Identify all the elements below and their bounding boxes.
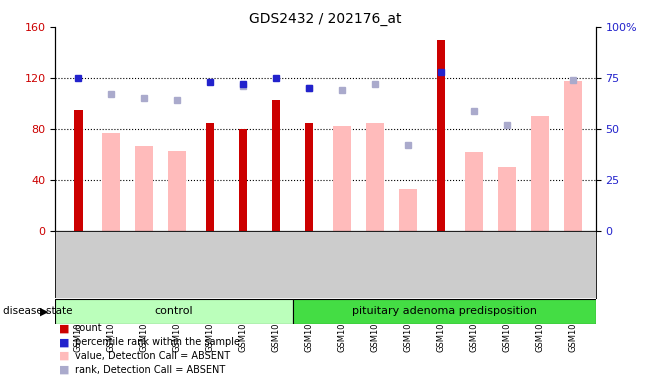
Text: control: control [155,306,193,316]
Bar [239,129,247,231]
Text: GDS2432 / 202176_at: GDS2432 / 202176_at [249,12,402,25]
Bar [305,122,313,231]
Bar [292,299,596,324]
Bar [102,133,120,231]
Bar [399,189,417,231]
Bar [465,152,483,231]
Text: ■: ■ [59,323,69,333]
Bar [437,40,445,231]
Text: ■: ■ [59,365,69,375]
Bar [497,167,516,231]
Text: ▶: ▶ [40,306,49,316]
Bar [74,110,83,231]
Text: ■: ■ [59,337,69,347]
Bar [135,146,154,231]
Bar [531,116,549,231]
Text: count: count [75,323,102,333]
Bar [564,81,581,231]
Bar [366,122,384,231]
Bar [272,100,280,231]
Text: ■: ■ [59,351,69,361]
Bar [55,299,292,324]
Text: pituitary adenoma predisposition: pituitary adenoma predisposition [352,306,536,316]
Text: percentile rank within the sample: percentile rank within the sample [75,337,240,347]
Text: rank, Detection Call = ABSENT: rank, Detection Call = ABSENT [75,365,225,375]
Text: disease state: disease state [3,306,73,316]
Text: value, Detection Call = ABSENT: value, Detection Call = ABSENT [75,351,230,361]
Bar [168,151,186,231]
Bar [333,126,351,231]
Bar [206,122,214,231]
